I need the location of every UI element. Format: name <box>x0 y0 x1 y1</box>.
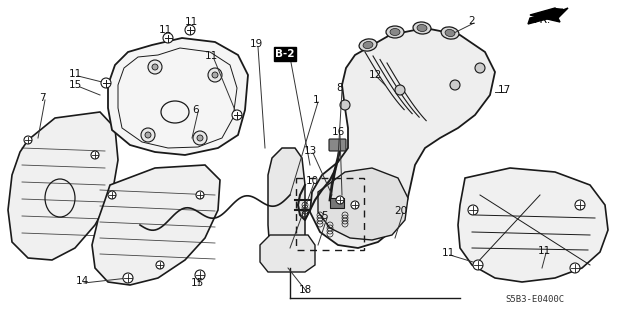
Circle shape <box>575 200 585 210</box>
Ellipse shape <box>386 26 404 38</box>
Text: 6: 6 <box>193 105 199 115</box>
Circle shape <box>340 100 350 110</box>
FancyBboxPatch shape <box>329 139 346 151</box>
Ellipse shape <box>359 39 377 51</box>
Text: 11: 11 <box>158 25 172 35</box>
Bar <box>330 198 344 208</box>
Circle shape <box>24 136 32 144</box>
Text: 16: 16 <box>332 127 344 137</box>
Text: 18: 18 <box>298 285 312 295</box>
Bar <box>296 178 364 250</box>
Text: 12: 12 <box>369 70 381 80</box>
Text: 11: 11 <box>68 69 82 79</box>
Circle shape <box>148 60 162 74</box>
Ellipse shape <box>363 42 373 49</box>
Text: 7: 7 <box>38 93 45 103</box>
Text: S5B3-E0400C: S5B3-E0400C <box>506 295 564 305</box>
Ellipse shape <box>417 25 427 31</box>
Ellipse shape <box>413 22 431 34</box>
Circle shape <box>473 260 483 270</box>
Text: 15: 15 <box>190 278 204 288</box>
Text: B-2: B-2 <box>275 49 295 59</box>
Text: 14: 14 <box>76 276 88 286</box>
Text: 11: 11 <box>442 248 454 258</box>
Circle shape <box>195 270 205 280</box>
Circle shape <box>108 191 116 199</box>
Polygon shape <box>458 168 608 282</box>
Text: 5: 5 <box>322 211 328 221</box>
Polygon shape <box>530 8 568 22</box>
Circle shape <box>336 196 344 204</box>
Text: 17: 17 <box>497 85 511 95</box>
Polygon shape <box>310 28 495 248</box>
Circle shape <box>91 151 99 159</box>
Polygon shape <box>318 168 408 240</box>
Polygon shape <box>92 165 220 285</box>
Text: 10: 10 <box>305 176 319 186</box>
Polygon shape <box>8 112 118 260</box>
Circle shape <box>468 205 478 215</box>
Circle shape <box>475 63 485 73</box>
Circle shape <box>570 263 580 273</box>
Circle shape <box>196 191 204 199</box>
Circle shape <box>212 72 218 78</box>
Circle shape <box>123 273 133 283</box>
Text: 13: 13 <box>303 146 317 156</box>
Ellipse shape <box>390 28 400 36</box>
Ellipse shape <box>441 27 459 39</box>
Circle shape <box>156 261 164 269</box>
Circle shape <box>232 110 242 120</box>
Circle shape <box>450 80 460 90</box>
Text: 11: 11 <box>184 17 198 27</box>
Ellipse shape <box>445 29 455 36</box>
Circle shape <box>185 25 195 35</box>
Circle shape <box>163 33 173 43</box>
Circle shape <box>141 128 155 142</box>
Polygon shape <box>260 235 315 272</box>
Text: 2: 2 <box>468 16 476 26</box>
Text: 15: 15 <box>68 80 82 90</box>
Circle shape <box>193 131 207 145</box>
Circle shape <box>208 68 222 82</box>
Text: 11: 11 <box>204 51 218 61</box>
Circle shape <box>395 85 405 95</box>
Circle shape <box>145 132 151 138</box>
Polygon shape <box>528 10 560 24</box>
Text: 1: 1 <box>313 95 319 105</box>
Circle shape <box>197 135 203 141</box>
Circle shape <box>152 64 158 70</box>
Circle shape <box>101 78 111 88</box>
Text: 19: 19 <box>250 39 262 49</box>
Polygon shape <box>108 38 248 155</box>
Text: 8: 8 <box>337 83 343 93</box>
Text: 11: 11 <box>538 246 550 256</box>
Polygon shape <box>268 148 305 268</box>
Circle shape <box>351 201 359 209</box>
Text: 20: 20 <box>394 206 408 216</box>
Text: FR.: FR. <box>534 15 552 25</box>
